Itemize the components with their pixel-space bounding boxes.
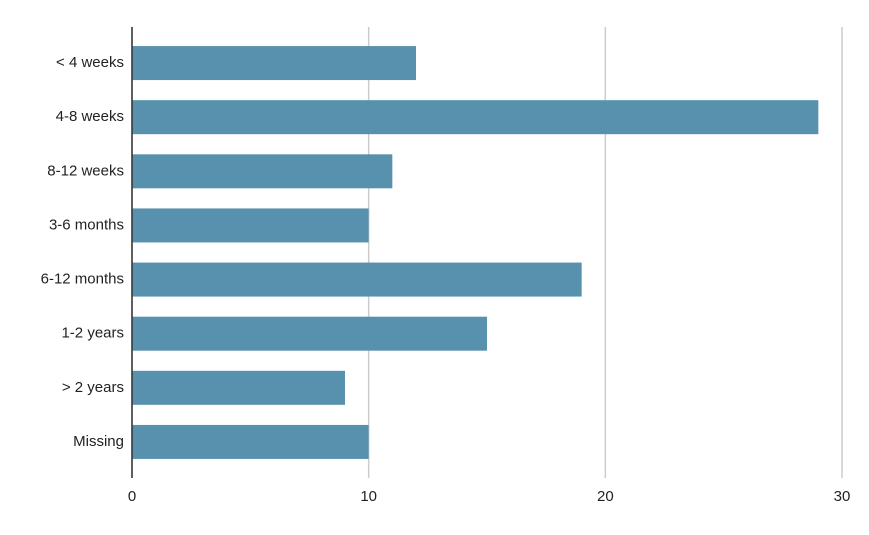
y-tick-label: > 2 years (62, 379, 124, 396)
y-tick-label: 8-12 weeks (47, 162, 124, 179)
x-tick-label: 30 (834, 488, 851, 505)
bar (132, 262, 582, 297)
y-tick-label: 1-2 years (61, 325, 124, 342)
y-tick-label: 4-8 weeks (56, 108, 124, 125)
x-tick-label: 10 (360, 488, 377, 505)
y-tick-label: < 4 weeks (56, 54, 124, 71)
y-tick-label: Missing (73, 433, 124, 450)
y-tick-label: 6-12 months (41, 271, 124, 288)
bar (132, 154, 393, 189)
bar (132, 100, 819, 135)
bar (132, 316, 487, 351)
y-tick-label: 3-6 months (49, 216, 124, 233)
x-tick-label: 20 (597, 488, 614, 505)
bar (132, 424, 369, 459)
x-tick-label: 0 (128, 488, 136, 505)
bar (132, 370, 345, 405)
bar (132, 46, 416, 81)
bar (132, 208, 369, 243)
